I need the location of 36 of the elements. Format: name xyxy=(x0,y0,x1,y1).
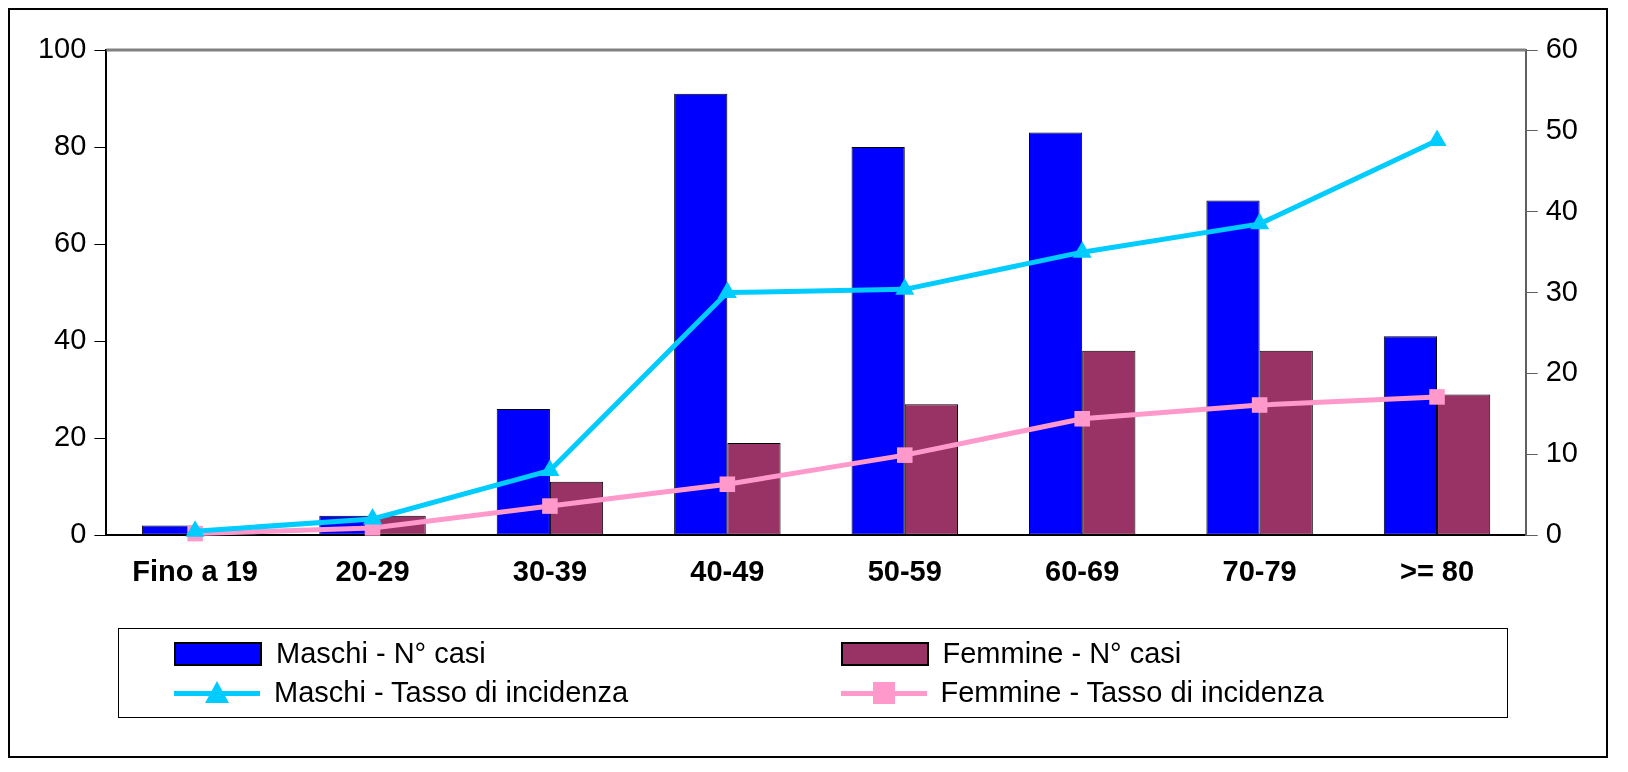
x-tick-label: >= 80 xyxy=(1399,554,1475,587)
y2-tick-label: 30 xyxy=(1545,274,1579,307)
y2-tick-label: 40 xyxy=(1545,193,1579,226)
y2-tick-label: 10 xyxy=(1545,436,1579,469)
legend-label: Maschi - N° casi xyxy=(276,637,486,670)
x-tick-label: 70-79 xyxy=(1222,554,1297,587)
y2-tick-label: 60 xyxy=(1545,32,1579,64)
legend-label: Femmine - Tasso di incidenza xyxy=(940,676,1324,709)
y-tick-label: 80 xyxy=(54,129,87,162)
point xyxy=(1251,397,1268,413)
point xyxy=(1427,129,1447,147)
y-tick-label: 0 xyxy=(70,517,87,550)
point xyxy=(895,278,915,295)
y-tick-label: 20 xyxy=(54,420,87,453)
point xyxy=(1250,212,1270,230)
y2-tick-label: 0 xyxy=(1545,517,1562,550)
x-tick-label: 40-49 xyxy=(690,554,765,587)
legend-label: Maschi - Tasso di incidenza xyxy=(274,676,629,709)
x-tick-label: 20-29 xyxy=(335,554,410,587)
y2-tick-label: 50 xyxy=(1545,112,1579,145)
y-tick-label: 60 xyxy=(54,226,87,259)
point xyxy=(1072,241,1092,258)
point xyxy=(897,447,913,463)
point xyxy=(719,476,736,493)
point xyxy=(1429,389,1445,405)
legend-label: Femmine - N° casi xyxy=(942,637,1182,670)
y2-tick-label: 20 xyxy=(1545,355,1579,388)
x-tick-label: 50-59 xyxy=(867,554,942,587)
point xyxy=(717,281,737,299)
x-tick-label: Fino a 19 xyxy=(132,554,258,587)
y-tick-label: 40 xyxy=(54,323,87,356)
y-tick-label: 100 xyxy=(37,32,87,64)
point xyxy=(1074,410,1090,427)
x-tick-label: 30-39 xyxy=(512,554,588,587)
point xyxy=(542,498,558,514)
x-tick-label: 60-69 xyxy=(1045,554,1120,587)
